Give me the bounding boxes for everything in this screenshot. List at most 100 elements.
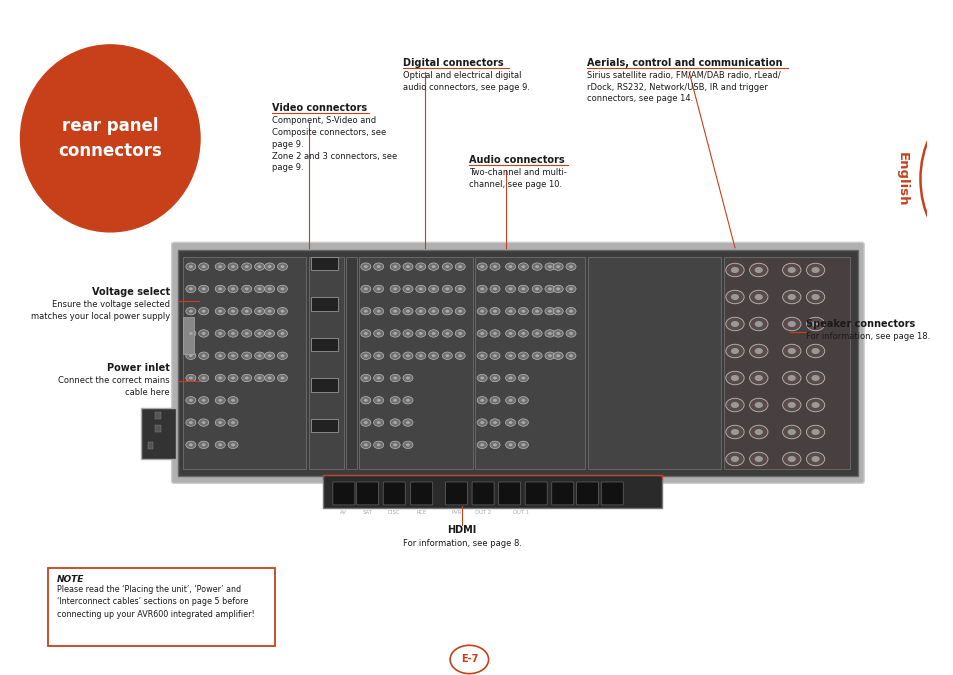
Circle shape <box>264 330 274 337</box>
Circle shape <box>490 330 499 337</box>
Circle shape <box>363 421 367 424</box>
Circle shape <box>781 452 801 466</box>
Circle shape <box>479 443 483 446</box>
Circle shape <box>198 330 209 337</box>
Circle shape <box>455 308 465 315</box>
Circle shape <box>228 352 238 359</box>
Circle shape <box>390 330 399 337</box>
Circle shape <box>198 352 209 359</box>
Circle shape <box>268 354 272 357</box>
Circle shape <box>390 375 399 382</box>
Circle shape <box>186 397 195 404</box>
Circle shape <box>363 399 367 402</box>
Circle shape <box>186 308 195 315</box>
Circle shape <box>787 402 795 408</box>
Circle shape <box>565 352 576 359</box>
Circle shape <box>215 352 225 359</box>
Circle shape <box>393 332 396 335</box>
Circle shape <box>360 308 371 315</box>
Circle shape <box>231 377 234 379</box>
Circle shape <box>805 290 824 304</box>
Circle shape <box>445 354 449 357</box>
Circle shape <box>442 330 452 337</box>
Text: Video connectors: Video connectors <box>273 103 367 113</box>
Circle shape <box>254 308 264 315</box>
Circle shape <box>749 425 767 439</box>
Circle shape <box>517 330 528 337</box>
Circle shape <box>231 399 234 402</box>
Circle shape <box>218 421 222 424</box>
Circle shape <box>257 310 261 313</box>
Circle shape <box>198 286 209 293</box>
Circle shape <box>277 308 287 315</box>
Circle shape <box>535 265 538 268</box>
FancyBboxPatch shape <box>600 482 622 505</box>
Bar <box>309 256 343 469</box>
Circle shape <box>476 441 487 449</box>
Circle shape <box>280 332 284 335</box>
Circle shape <box>479 354 483 357</box>
Circle shape <box>749 398 767 412</box>
Circle shape <box>476 286 487 293</box>
Circle shape <box>432 265 436 268</box>
Circle shape <box>374 263 383 270</box>
Circle shape <box>390 352 399 359</box>
Circle shape <box>805 452 824 466</box>
Circle shape <box>280 377 284 379</box>
Circle shape <box>505 441 515 449</box>
Circle shape <box>490 286 499 293</box>
Circle shape <box>218 265 222 268</box>
Circle shape <box>360 397 371 404</box>
Circle shape <box>257 265 261 268</box>
Circle shape <box>479 288 483 290</box>
Circle shape <box>508 443 512 446</box>
Circle shape <box>241 263 252 270</box>
Circle shape <box>781 425 801 439</box>
Circle shape <box>257 288 261 290</box>
Circle shape <box>264 308 274 315</box>
FancyBboxPatch shape <box>383 482 405 505</box>
Circle shape <box>189 265 193 268</box>
Circle shape <box>228 308 238 315</box>
Circle shape <box>569 288 573 290</box>
Text: For information, see page 18.: For information, see page 18. <box>805 332 930 341</box>
Circle shape <box>811 456 819 462</box>
Circle shape <box>730 267 739 273</box>
Circle shape <box>787 375 795 381</box>
FancyBboxPatch shape <box>576 482 598 505</box>
Circle shape <box>569 354 573 357</box>
Circle shape <box>725 317 743 331</box>
Circle shape <box>360 375 371 382</box>
Circle shape <box>805 398 824 412</box>
FancyBboxPatch shape <box>525 482 547 505</box>
Circle shape <box>432 288 436 290</box>
Circle shape <box>457 310 461 313</box>
Circle shape <box>218 310 222 313</box>
Circle shape <box>521 421 525 424</box>
FancyBboxPatch shape <box>333 482 355 505</box>
Circle shape <box>376 399 380 402</box>
Bar <box>148 442 153 449</box>
Circle shape <box>186 352 195 359</box>
Circle shape <box>198 375 209 382</box>
Circle shape <box>280 288 284 290</box>
Circle shape <box>241 308 252 315</box>
Circle shape <box>442 352 452 359</box>
Circle shape <box>754 267 762 273</box>
Bar <box>48 568 274 646</box>
Circle shape <box>363 288 367 290</box>
Circle shape <box>493 443 497 446</box>
Circle shape <box>215 418 225 427</box>
Circle shape <box>811 294 819 300</box>
Circle shape <box>277 286 287 293</box>
Circle shape <box>241 330 252 337</box>
Circle shape <box>432 354 436 357</box>
Bar <box>723 256 849 469</box>
Circle shape <box>390 263 399 270</box>
Circle shape <box>476 352 487 359</box>
Circle shape <box>521 265 525 268</box>
Circle shape <box>556 332 559 335</box>
Circle shape <box>254 286 264 293</box>
Text: Connect the correct mains
cable here: Connect the correct mains cable here <box>58 376 170 397</box>
Circle shape <box>730 456 739 462</box>
